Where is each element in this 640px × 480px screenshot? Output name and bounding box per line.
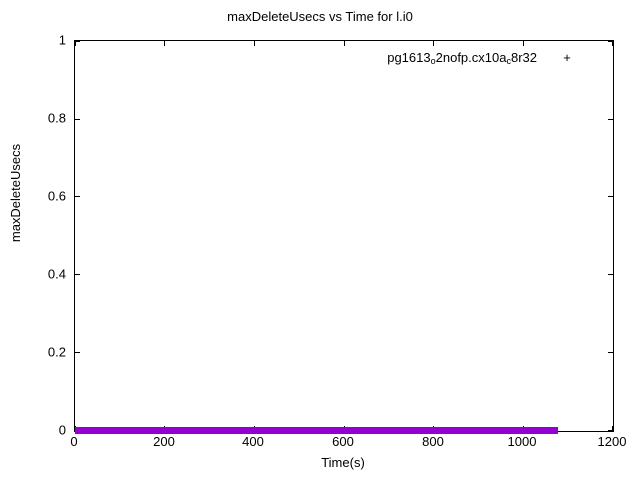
- x-tick-label-4: 800: [422, 434, 444, 449]
- y-tick-label-5: 1: [58, 32, 66, 48]
- x-tick-mark-top-1: [164, 41, 165, 46]
- x-tick-mark-top-6: [612, 41, 613, 46]
- y-tick-label-3: 0.6: [47, 188, 66, 204]
- legend: pg1613o2nofp.cx10ac8r32 +: [357, 49, 597, 67]
- x-tick-label-0: 0: [70, 434, 78, 449]
- y-tick-label-0: 0: [58, 422, 66, 438]
- legend-label-sub1: o: [430, 55, 436, 66]
- x-tick-mark-bottom-6: [612, 426, 613, 431]
- y-tick-mark-right-0: [608, 430, 613, 431]
- legend-label-seg2: 2nofp.cx10a: [435, 50, 507, 65]
- x-tick-mark-top-4: [433, 41, 434, 46]
- legend-plus-marker-icon: +: [563, 50, 571, 65]
- y-tick-mark-left-2: [75, 274, 80, 275]
- data-series-band: [75, 427, 559, 434]
- legend-label-seg3: 8r32: [510, 50, 537, 65]
- y-tick-mark-left-1: [75, 352, 80, 353]
- y-tick-mark-right-5: [608, 41, 613, 42]
- x-tick-label-6: 1200: [597, 434, 627, 449]
- x-tick-mark-top-2: [254, 41, 255, 46]
- y-tick-mark-left-4: [75, 119, 80, 120]
- x-tick-label-3: 600: [332, 434, 354, 449]
- plot-area: pg1613o2nofp.cx10ac8r32 +: [74, 40, 614, 434]
- chart-title: maxDeleteUsecs vs Time for l.i0: [227, 9, 413, 24]
- legend-label-sub2: c: [506, 55, 511, 66]
- x-tick-label-5: 1000: [507, 434, 537, 449]
- x-tick-mark-top-5: [523, 41, 524, 46]
- y-tick-mark-left-3: [75, 196, 80, 197]
- y-tick-mark-right-4: [608, 119, 613, 120]
- x-tick-mark-top-0: [75, 41, 76, 46]
- x-axis-label: Time(s): [321, 455, 365, 470]
- legend-entry-label: pg1613o2nofp.cx10ac8r32: [387, 49, 537, 67]
- x-tick-label-2: 400: [242, 434, 264, 449]
- y-tick-mark-left-5: [75, 41, 80, 42]
- y-tick-label-2: 0.4: [47, 266, 66, 282]
- y-tick-label-4: 0.8: [47, 110, 66, 126]
- x-tick-mark-top-3: [344, 41, 345, 46]
- y-tick-mark-right-3: [608, 196, 613, 197]
- y-tick-mark-right-1: [608, 352, 613, 353]
- y-tick-label-1: 0.2: [47, 344, 66, 360]
- legend-label-seg1: pg1613: [387, 50, 431, 65]
- x-tick-label-1: 200: [153, 434, 175, 449]
- y-tick-mark-right-2: [608, 274, 613, 275]
